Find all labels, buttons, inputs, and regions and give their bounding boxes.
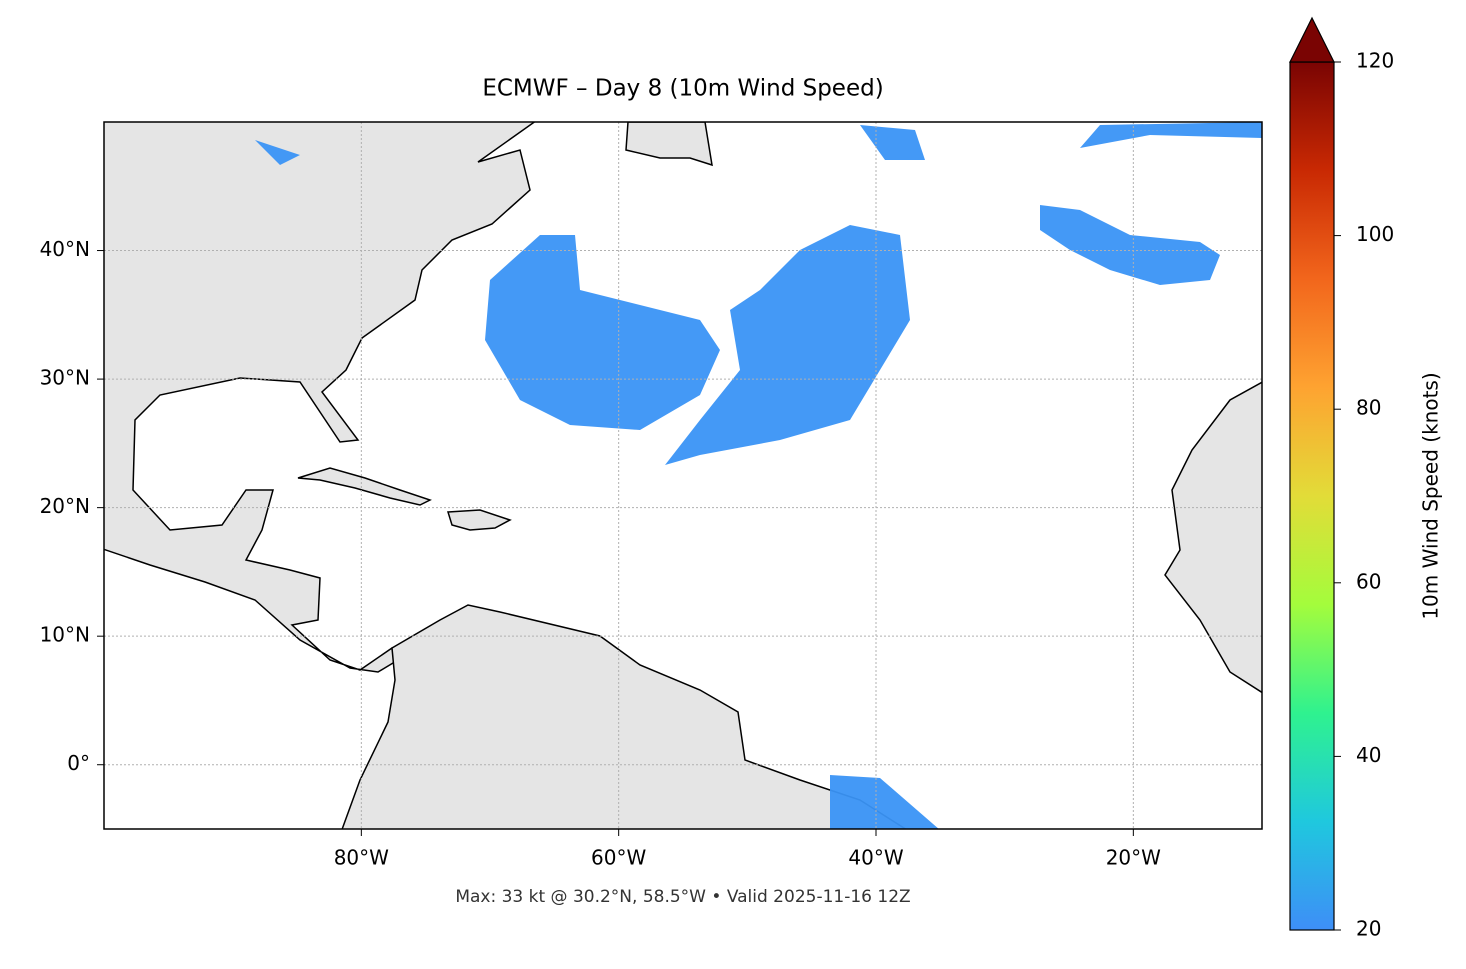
colorbar-tick-label: 120 bbox=[1356, 49, 1394, 73]
colorbar-tick-label: 40 bbox=[1356, 743, 1381, 767]
grid bbox=[104, 122, 1262, 829]
y-tick-label: 30°N bbox=[40, 366, 90, 390]
north-america bbox=[104, 122, 536, 673]
colorbar-tick-label: 20 bbox=[1356, 917, 1381, 941]
wind-field bbox=[255, 122, 1262, 829]
colorbar-label: 10m Wind Speed (knots) bbox=[1419, 372, 1443, 619]
annotation: Max: 33 kt @ 30.2°N, 58.5°W • Valid 2025… bbox=[455, 887, 910, 907]
south-america bbox=[341, 604, 907, 829]
colorbar-tick-label: 60 bbox=[1356, 569, 1381, 593]
newfoundland bbox=[625, 122, 713, 167]
y-tick-label: 20°N bbox=[40, 494, 90, 518]
x-tick-label: 20°W bbox=[1106, 846, 1161, 870]
chart-title: ECMWF – Day 8 (10m Wind Speed) bbox=[482, 76, 883, 102]
colorbar bbox=[1289, 61, 1335, 931]
y-tick-label: 40°N bbox=[40, 237, 90, 261]
colorbar-tick-label: 80 bbox=[1356, 396, 1381, 420]
x-tick-label: 60°W bbox=[591, 846, 646, 870]
colorbar-extend bbox=[1289, 16, 1335, 63]
y-tick-label: 10°N bbox=[40, 623, 90, 647]
hispaniola bbox=[447, 509, 512, 531]
map-body bbox=[104, 122, 1262, 829]
x-tick-label: 40°W bbox=[848, 846, 903, 870]
map-frame bbox=[103, 121, 1263, 830]
y-tick-label: 0° bbox=[67, 751, 90, 775]
x-tick-label: 80°W bbox=[334, 846, 389, 870]
colorbar-tick-label: 100 bbox=[1356, 222, 1394, 246]
cuba bbox=[297, 467, 432, 506]
africa bbox=[1164, 381, 1262, 694]
